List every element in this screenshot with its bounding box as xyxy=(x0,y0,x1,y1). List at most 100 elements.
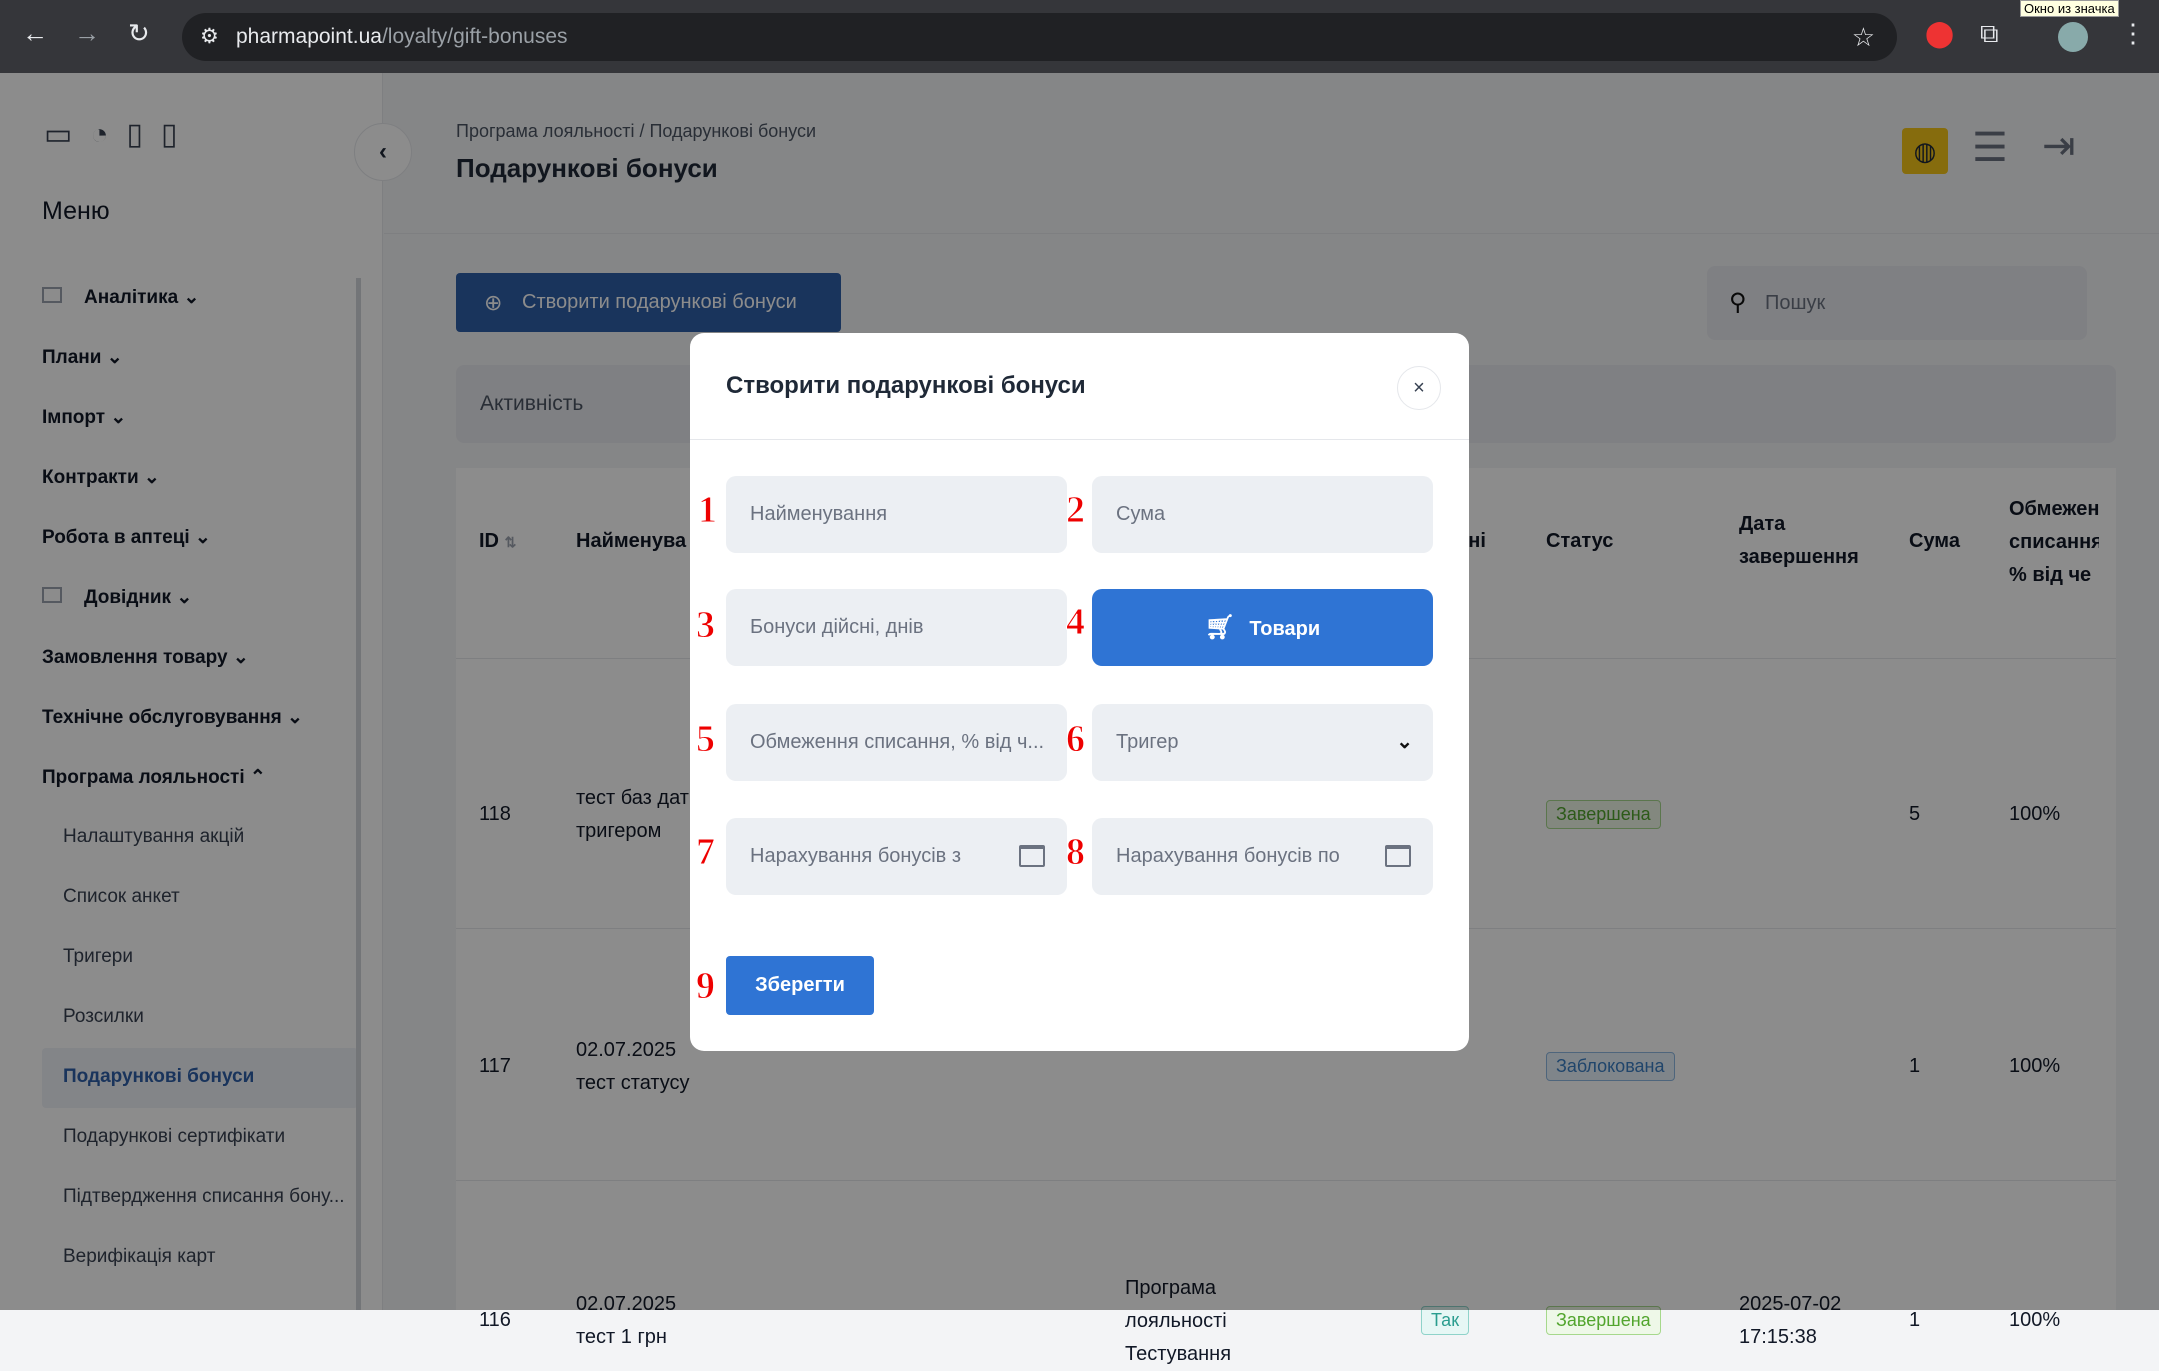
products-button[interactable]: 🛒︎ Товари xyxy=(1092,589,1433,666)
address-bar[interactable]: ⚙ pharmapoint.ua/loyalty/gift-bonuses ☆ xyxy=(182,13,1897,61)
marker-1: 1 xyxy=(698,489,718,532)
breadcrumb: Програма лояльності / Подарункові бонуси xyxy=(456,121,817,141)
chevron-down-icon: ⌄ xyxy=(1396,731,1413,753)
sum-input[interactable]: Сума xyxy=(1092,476,1433,553)
sidebar-top-icons[interactable]: ▭◔▯▯ xyxy=(44,118,196,151)
sidebar-item-plans[interactable]: Плани ⌄ xyxy=(42,347,123,368)
active-badge: Так xyxy=(1421,1306,1470,1335)
url-domain: pharmapoint.ua xyxy=(236,25,382,48)
browser-toolbar: ← → ↻ ⚙ pharmapoint.ua/loyalty/gift-bonu… xyxy=(0,0,2159,73)
sidebar-sub-gift-bonuses[interactable]: Подарункові бонуси xyxy=(63,1066,255,1087)
sidebar-scrollbar[interactable] xyxy=(356,278,361,1310)
row-limit: 100% xyxy=(2009,1055,2061,1077)
col-end-date: Дата завершення xyxy=(1739,513,1859,568)
sidebar-item-directory[interactable]: Довідник ⌄ xyxy=(84,587,193,608)
marker-4: 4 xyxy=(1066,601,1086,644)
url-path: /loyalty/gift-bonuses xyxy=(381,25,568,48)
col-id[interactable]: ID ⇅ xyxy=(479,525,516,559)
sidebar-item-pharmacy-work[interactable]: Робота в аптеці ⌄ xyxy=(42,527,211,548)
collapse-sidebar-button[interactable]: ‹ xyxy=(354,123,412,181)
sidebar-sub-card-verification[interactable]: Верифікація карт xyxy=(63,1246,216,1267)
sort-icon[interactable]: ⇅ xyxy=(504,534,517,550)
search-icon: ⚲ xyxy=(1729,289,1747,316)
profile-avatar[interactable] xyxy=(2058,22,2088,52)
row-sum: 1 xyxy=(1909,1055,1921,1077)
page-title: Подарункові бонуси xyxy=(456,153,718,183)
calendar-icon[interactable] xyxy=(1019,845,1045,867)
bonus-days-input[interactable]: Бонуси дійсні, днів xyxy=(726,589,1067,666)
back-icon[interactable]: ← xyxy=(22,18,48,48)
days-placeholder: Бонуси дійсні, днів xyxy=(750,616,924,638)
sidebar-item-orders[interactable]: Замовлення товару ⌄ xyxy=(42,647,249,668)
close-button[interactable]: × xyxy=(1397,366,1441,410)
marker-9: 9 xyxy=(696,965,716,1008)
cart-icon: 🛒︎ xyxy=(1204,614,1236,641)
menu-dots-icon[interactable]: ⋮ xyxy=(2120,18,2146,48)
col-name: Найменува xyxy=(576,530,687,552)
menu-title: Меню xyxy=(42,197,110,225)
extensions-puzzle-icon[interactable]: ⧉ xyxy=(1980,18,1999,48)
reload-icon[interactable]: ↻ xyxy=(128,18,150,48)
extension-icon[interactable]: ⬤ xyxy=(1925,18,1955,48)
row-limit: 100% xyxy=(2009,803,2061,825)
sidebar-sub-promo-settings[interactable]: Налаштування акцій xyxy=(63,826,245,847)
calendar-icon[interactable] xyxy=(1385,845,1411,867)
list-icon xyxy=(42,587,62,603)
sidebar-item-contracts[interactable]: Контракти ⌄ xyxy=(42,467,160,488)
name-placeholder: Найменування xyxy=(750,503,888,525)
col-limit: Обмеження списання, % від че xyxy=(2009,498,2099,586)
marker-2: 2 xyxy=(1066,489,1086,532)
col-id-label: ID xyxy=(479,530,499,552)
search-placeholder: Пошук xyxy=(1765,292,1826,314)
sidebar-sub-gift-certificates[interactable]: Подарункові сертифікати xyxy=(63,1126,286,1147)
marker-8: 8 xyxy=(1066,831,1086,874)
limit-placeholder: Обмеження списання, % від ч... xyxy=(750,731,1045,753)
sidebar-item-loyalty[interactable]: Програма лояльності ⌃ xyxy=(42,767,266,788)
from-placeholder: Нарахування бонусів з xyxy=(750,845,962,867)
sidebar-sub-writeoff-confirm[interactable]: Підтвердження списання бону... xyxy=(63,1186,345,1207)
sidebar-sub-surveys[interactable]: Список анкет xyxy=(63,886,180,907)
col-status: Статус xyxy=(1546,530,1614,552)
writeoff-limit-input[interactable]: Обмеження списання, % від ч... xyxy=(726,704,1067,781)
name-input[interactable]: Найменування xyxy=(726,476,1067,553)
status-badge: Заблокована xyxy=(1546,1052,1675,1081)
marker-6: 6 xyxy=(1066,718,1086,761)
sidebar-sub-mailings[interactable]: Розсилки xyxy=(63,1006,144,1027)
header-divider xyxy=(384,233,2159,234)
language-globe-button[interactable]: ◍ xyxy=(1902,128,1948,174)
tooltip: Окно из значка xyxy=(2020,0,2119,17)
search-input[interactable]: ⚲ Пошук xyxy=(1707,266,2087,340)
row-name: 02.07.2025 тест статусу xyxy=(576,1039,690,1094)
products-label: Товари xyxy=(1249,618,1321,640)
sidebar-item-analytics[interactable]: Аналітика ⌄ xyxy=(84,287,200,308)
bookmark-star-icon[interactable]: ☆ xyxy=(1851,22,1875,52)
trigger-select[interactable]: Тригер ⌄ xyxy=(1092,704,1433,781)
row-sum: 5 xyxy=(1909,803,1921,825)
sidebar-item-maintenance[interactable]: Технічне обслуговування ⌄ xyxy=(42,707,303,728)
sidebar: ▭◔▯▯ Меню Аналітика ⌄ Плани ⌄ Імпорт ⌄ К… xyxy=(0,73,412,1310)
create-gift-bonuses-button[interactable]: ⊕ Створити подарункові бонуси xyxy=(456,273,841,332)
accrual-to-date-input[interactable]: Нарахування бонусів по xyxy=(1092,818,1433,895)
plus-circle-icon: ⊕ xyxy=(484,290,503,315)
col-sum: Сума xyxy=(1909,530,1960,552)
marker-3: 3 xyxy=(696,604,716,647)
status-badge: Завершена xyxy=(1546,800,1661,829)
row-id: 117 xyxy=(479,1055,511,1077)
sidebar-item-import[interactable]: Імпорт ⌄ xyxy=(42,407,127,428)
sum-placeholder: Сума xyxy=(1116,503,1166,525)
accrual-from-date-input[interactable]: Нарахування бонусів з xyxy=(726,818,1067,895)
logout-icon[interactable]: ⇥ xyxy=(2042,124,2076,168)
sidebar-sub-triggers[interactable]: Тригери xyxy=(63,946,133,967)
activity-filter[interactable]: Активність xyxy=(480,392,584,415)
row-id: 118 xyxy=(479,803,511,825)
site-info-icon[interactable]: ⚙ xyxy=(200,25,219,48)
save-button[interactable]: Зберегти xyxy=(726,956,874,1015)
modal-divider xyxy=(690,439,1469,440)
forward-icon[interactable]: → xyxy=(74,18,100,48)
trigger-placeholder: Тригер xyxy=(1116,731,1179,753)
create-gift-bonuses-modal: Створити подарункові бонуси × Найменуван… xyxy=(690,333,1469,1051)
grid-icon xyxy=(42,287,62,303)
hamburger-menu-icon[interactable]: ☰ xyxy=(1972,126,2008,170)
modal-title: Створити подарункові бонуси xyxy=(726,372,1086,399)
marker-5: 5 xyxy=(696,718,716,761)
